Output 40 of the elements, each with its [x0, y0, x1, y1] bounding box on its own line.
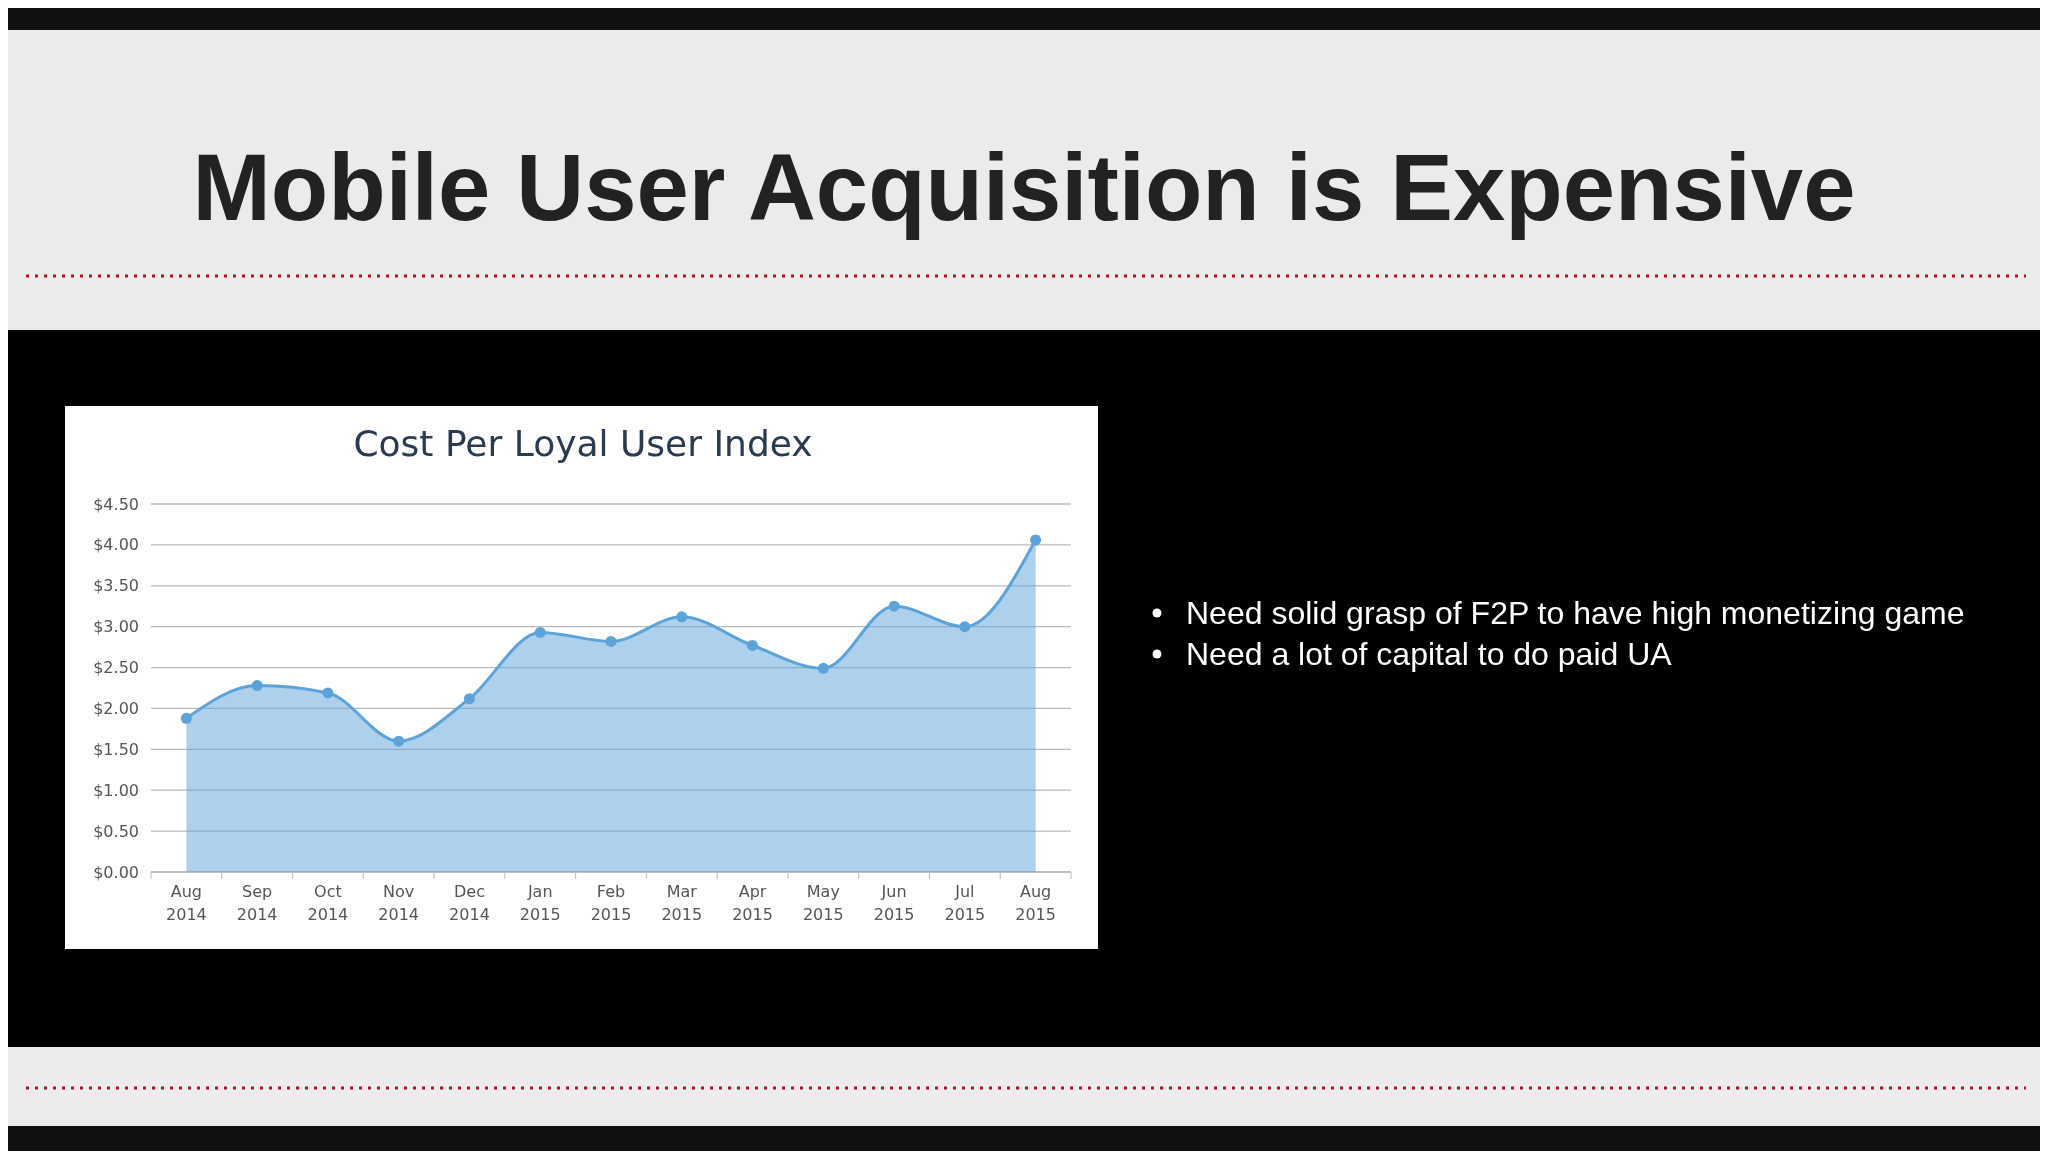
point — [959, 621, 971, 633]
x-tick-label: Aug 2014 — [166, 882, 207, 924]
y-tick-label: $0.50 — [93, 821, 139, 841]
y-tick-label: $2.00 — [93, 699, 139, 719]
chart-subtitle: Cost Per Loyal User Index — [353, 423, 813, 464]
y-tick-label: $4.50 — [93, 494, 139, 514]
point — [180, 712, 192, 724]
y-tick-label: $3.50 — [93, 576, 139, 596]
x-tick-label: Apr 2015 — [732, 882, 773, 924]
y-tick-label: $2.50 — [93, 658, 139, 678]
x-tick-label: Aug 2015 — [1015, 882, 1056, 924]
x-tick-label: Jun 2015 — [873, 882, 915, 924]
point — [393, 735, 405, 747]
point — [676, 611, 688, 623]
point — [251, 680, 263, 692]
x-tick-label: May 2015 — [802, 882, 844, 924]
point — [747, 639, 759, 651]
point — [322, 687, 334, 699]
point — [817, 662, 829, 674]
x-tick-label: Jan 2015 — [519, 882, 561, 924]
y-tick-label: $0.00 — [93, 862, 139, 882]
x-tick-label: Feb 2015 — [590, 882, 632, 924]
x-tick-label: Oct 2014 — [307, 882, 349, 924]
chart-title: Mobile User Acquisition is Expensive — [192, 135, 1856, 240]
point — [888, 600, 900, 612]
y-tick-label: $3.00 — [93, 617, 139, 637]
x-tick-label: Mar 2015 — [661, 882, 703, 924]
x-tick-label: Nov 2014 — [378, 882, 420, 924]
y-tick-label: $1.50 — [93, 739, 139, 759]
text: Need a lot of capital to do paid UA — [1186, 636, 1673, 672]
y-tick-label: $1.00 — [93, 780, 139, 800]
point — [463, 693, 475, 705]
point — [605, 635, 617, 647]
x-tick-label: Dec 2014 — [449, 882, 490, 924]
y-tick-label: $4.00 — [93, 535, 139, 555]
point — [1030, 534, 1042, 546]
x-tick-label: Sep 2014 — [236, 882, 278, 924]
text: Need solid grasp of F2P to have high monetizing game — [1186, 595, 1965, 631]
point — [534, 626, 546, 638]
x-tick-label: Jul 2015 — [944, 882, 986, 924]
